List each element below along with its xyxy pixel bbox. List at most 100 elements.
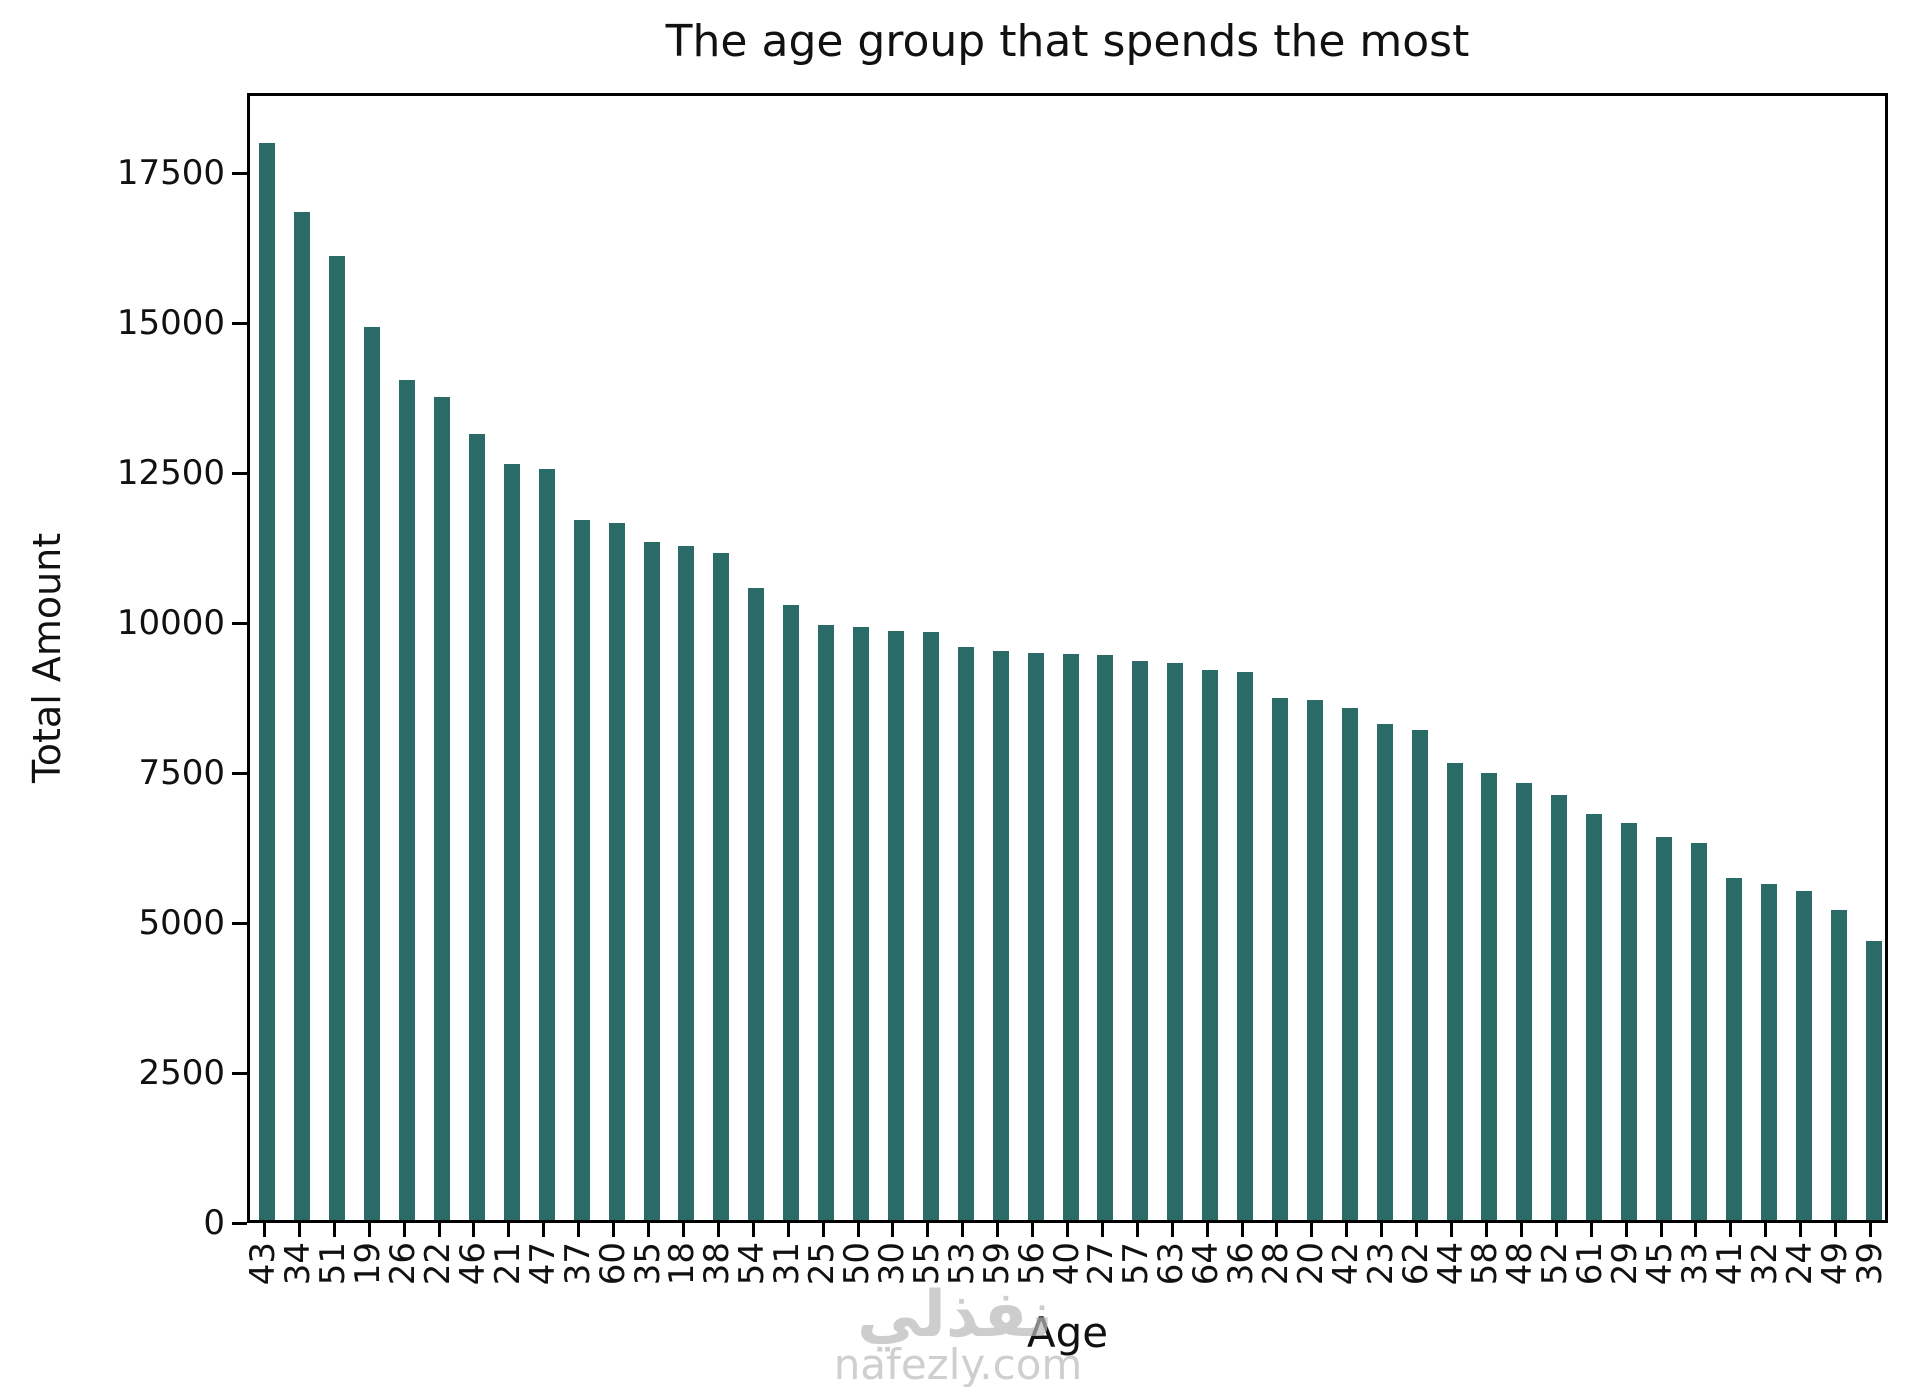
bar-age-29 bbox=[1621, 822, 1638, 1220]
x-tick-mark bbox=[1450, 1222, 1454, 1237]
bar-age-50 bbox=[853, 626, 869, 1220]
x-tick-mark bbox=[647, 1222, 651, 1237]
x-tick-mark bbox=[1345, 1222, 1349, 1237]
x-tick-mark bbox=[1659, 1222, 1663, 1237]
x-tick-mark bbox=[1694, 1222, 1698, 1237]
bar-age-54 bbox=[748, 587, 765, 1220]
bar-age-49 bbox=[1830, 909, 1847, 1220]
y-tick-label: 10000 bbox=[116, 603, 225, 644]
x-tick-mark bbox=[1031, 1222, 1035, 1237]
x-tick-mark bbox=[1799, 1222, 1803, 1237]
plot-area bbox=[247, 93, 1888, 1223]
x-tick-mark bbox=[507, 1222, 511, 1237]
bar-age-18 bbox=[678, 545, 695, 1220]
bar-age-56 bbox=[1027, 653, 1044, 1220]
bar-age-22 bbox=[434, 397, 451, 1220]
y-tick-mark bbox=[232, 621, 247, 625]
bar-age-46 bbox=[468, 434, 485, 1220]
y-tick-mark bbox=[232, 1071, 247, 1075]
bar-age-30 bbox=[887, 631, 904, 1220]
y-tick-mark bbox=[232, 1221, 247, 1225]
x-tick-mark bbox=[1624, 1222, 1628, 1237]
bar-age-26 bbox=[399, 380, 416, 1220]
x-tick-mark bbox=[1589, 1222, 1593, 1237]
x-tick-mark bbox=[1240, 1222, 1244, 1237]
x-tick-mark bbox=[1519, 1222, 1523, 1237]
y-tick-label: 15000 bbox=[116, 303, 225, 344]
y-tick-label: 12500 bbox=[116, 453, 225, 494]
y-tick-mark bbox=[232, 171, 247, 175]
bar-age-58 bbox=[1481, 773, 1498, 1220]
x-tick-mark bbox=[961, 1222, 965, 1237]
bar-age-24 bbox=[1795, 891, 1812, 1220]
bar-age-37 bbox=[573, 520, 590, 1220]
x-tick-mark bbox=[402, 1222, 406, 1237]
bar-age-20 bbox=[1306, 699, 1323, 1220]
bar-age-34 bbox=[294, 212, 311, 1220]
chart-title: The age group that spends the most bbox=[665, 16, 1470, 67]
x-tick-mark bbox=[1275, 1222, 1279, 1237]
x-tick-mark bbox=[681, 1222, 685, 1237]
x-tick-mark bbox=[437, 1222, 441, 1237]
x-tick-mark bbox=[1135, 1222, 1139, 1237]
bar-age-33 bbox=[1690, 843, 1707, 1220]
x-tick-mark bbox=[1869, 1222, 1873, 1237]
bar-age-47 bbox=[538, 469, 555, 1220]
x-tick-mark bbox=[1834, 1222, 1838, 1237]
x-tick-mark bbox=[716, 1222, 720, 1237]
x-tick-mark bbox=[856, 1222, 860, 1237]
bar-age-45 bbox=[1656, 837, 1673, 1220]
bar-age-59 bbox=[992, 650, 1009, 1220]
y-tick-mark bbox=[232, 471, 247, 475]
x-tick-mark bbox=[367, 1222, 371, 1237]
bar-age-64 bbox=[1202, 670, 1219, 1220]
x-tick-mark bbox=[612, 1222, 616, 1237]
y-tick-mark bbox=[232, 771, 247, 775]
bar-age-48 bbox=[1516, 783, 1533, 1220]
bar-age-23 bbox=[1376, 723, 1393, 1220]
bar-age-63 bbox=[1167, 663, 1184, 1220]
x-tick-mark bbox=[472, 1222, 476, 1237]
y-tick-label: 0 bbox=[203, 1203, 225, 1243]
bar-age-35 bbox=[643, 542, 660, 1220]
bar-age-57 bbox=[1132, 661, 1149, 1220]
x-tick-mark bbox=[1066, 1222, 1069, 1237]
y-tick-label: 2500 bbox=[138, 1053, 225, 1094]
y-tick-mark bbox=[232, 321, 247, 325]
bar-age-32 bbox=[1760, 884, 1777, 1220]
x-tick-mark bbox=[1100, 1222, 1104, 1237]
x-tick-mark bbox=[1764, 1222, 1768, 1237]
x-tick-mark bbox=[821, 1222, 825, 1237]
y-tick-label: 5000 bbox=[138, 903, 225, 944]
bar-age-62 bbox=[1411, 729, 1428, 1220]
x-tick-mark bbox=[1729, 1222, 1733, 1237]
x-tick-mark bbox=[1415, 1222, 1419, 1237]
x-tick-mark bbox=[1170, 1222, 1174, 1237]
x-tick-mark bbox=[1484, 1222, 1488, 1237]
x-tick-mark bbox=[262, 1222, 266, 1237]
bar-age-40 bbox=[1062, 654, 1079, 1220]
bar-age-55 bbox=[922, 632, 939, 1220]
bar-age-51 bbox=[329, 256, 346, 1220]
x-tick-mark bbox=[786, 1222, 790, 1237]
x-tick-label: 39 bbox=[1849, 1242, 1890, 1286]
bar-age-44 bbox=[1446, 762, 1463, 1220]
bar-age-21 bbox=[503, 464, 520, 1220]
bar-age-38 bbox=[713, 553, 730, 1220]
x-axis-label: Age bbox=[1026, 1308, 1109, 1357]
bar-age-36 bbox=[1237, 672, 1254, 1220]
bar-age-39 bbox=[1865, 941, 1882, 1220]
x-tick-mark bbox=[996, 1222, 1000, 1237]
y-tick-label: 17500 bbox=[116, 153, 225, 194]
bar-age-28 bbox=[1271, 698, 1288, 1220]
x-tick-mark bbox=[577, 1222, 581, 1237]
x-tick-mark bbox=[1205, 1222, 1209, 1237]
x-tick-mark bbox=[1310, 1222, 1314, 1237]
bar-age-31 bbox=[783, 605, 800, 1220]
bar-age-41 bbox=[1725, 878, 1742, 1220]
x-tick-mark bbox=[1380, 1222, 1384, 1237]
bar-age-53 bbox=[957, 647, 974, 1220]
x-tick-mark bbox=[891, 1222, 895, 1237]
bar-age-43 bbox=[259, 143, 276, 1220]
